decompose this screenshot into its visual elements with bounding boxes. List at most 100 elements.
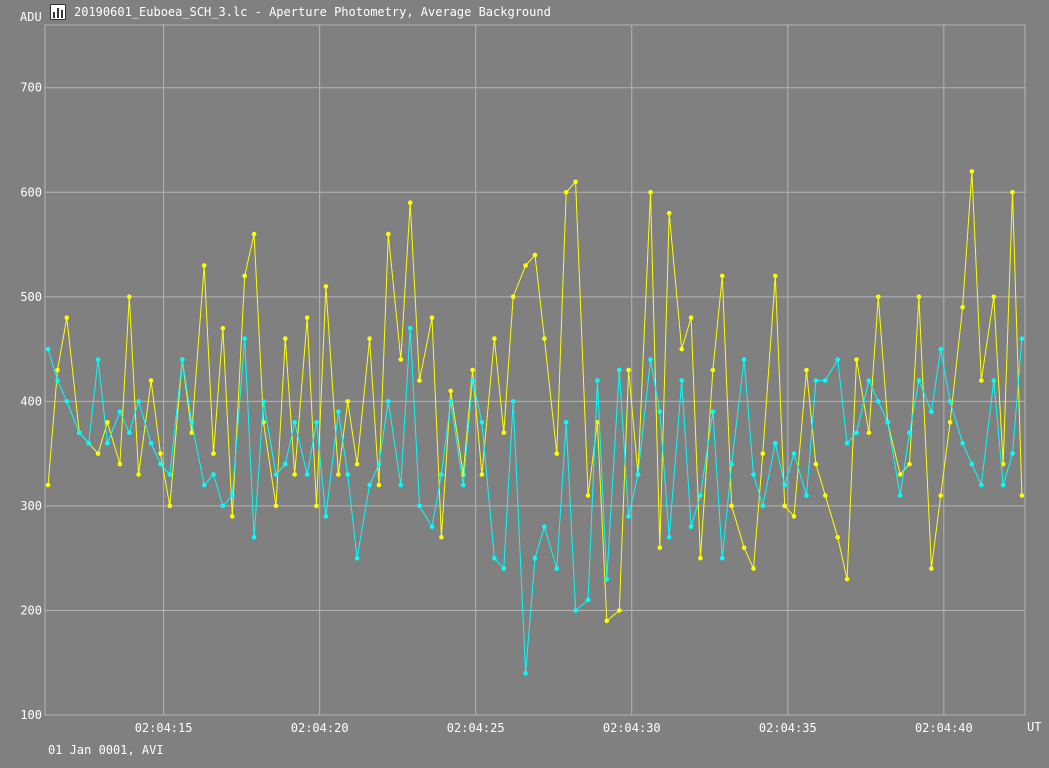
grid-lines bbox=[45, 25, 1025, 716]
data-point bbox=[741, 545, 747, 550]
data-point bbox=[429, 315, 435, 321]
data-point bbox=[876, 294, 881, 300]
data-point bbox=[595, 378, 600, 383]
data-point bbox=[501, 566, 507, 571]
data-point bbox=[211, 472, 216, 477]
data-point bbox=[729, 503, 734, 509]
data-point bbox=[791, 514, 797, 519]
data-point bbox=[429, 524, 435, 530]
data-point bbox=[688, 315, 694, 321]
data-point bbox=[261, 399, 266, 404]
data-point bbox=[1000, 482, 1006, 488]
x-tick-label: 02:04:25 bbox=[447, 721, 505, 735]
data-point bbox=[251, 535, 257, 540]
data-point bbox=[573, 608, 578, 613]
x-tick-label: 02:04:40 bbox=[915, 721, 973, 735]
data-point bbox=[304, 315, 310, 321]
lightcurve-app-icon bbox=[50, 4, 66, 20]
data-point bbox=[563, 190, 569, 195]
data-point bbox=[907, 430, 912, 436]
data-point bbox=[907, 461, 912, 467]
data-point bbox=[345, 399, 351, 404]
data-point bbox=[804, 367, 809, 373]
data-point bbox=[354, 461, 360, 467]
data-point bbox=[407, 325, 413, 331]
data-point bbox=[916, 294, 922, 300]
data-point bbox=[542, 336, 547, 341]
data-point bbox=[710, 409, 716, 415]
data-point bbox=[479, 420, 485, 425]
data-point bbox=[386, 231, 391, 237]
data-point bbox=[617, 608, 622, 613]
data-point bbox=[55, 367, 60, 373]
data-point bbox=[398, 357, 404, 362]
data-point bbox=[304, 472, 310, 477]
data-point bbox=[666, 210, 672, 216]
data-point bbox=[127, 430, 132, 436]
data-point bbox=[523, 670, 528, 676]
y-axis-label: ADU bbox=[20, 10, 42, 24]
data-point bbox=[823, 378, 828, 383]
data-point bbox=[1010, 190, 1015, 195]
window-title-bar: 20190601_Euboea_SCH_3.lc - Aperture Phot… bbox=[50, 3, 551, 21]
data-point bbox=[460, 482, 466, 488]
data-point bbox=[595, 420, 600, 425]
data-point bbox=[407, 200, 413, 205]
x-tick-label: 02:04:30 bbox=[603, 721, 661, 735]
data-point bbox=[45, 346, 51, 352]
data-point bbox=[386, 399, 391, 404]
data-point bbox=[866, 430, 872, 436]
data-point bbox=[657, 409, 663, 415]
data-point bbox=[897, 493, 903, 498]
data-point bbox=[960, 440, 965, 446]
data-point bbox=[823, 493, 828, 498]
data-point bbox=[969, 169, 975, 174]
data-point bbox=[273, 472, 279, 477]
data-point bbox=[167, 472, 173, 477]
data-point bbox=[470, 378, 475, 383]
data-point bbox=[167, 503, 173, 509]
data-point bbox=[648, 357, 653, 362]
data-point bbox=[479, 472, 485, 477]
data-point bbox=[947, 420, 953, 425]
data-point bbox=[604, 618, 610, 624]
data-point bbox=[211, 451, 216, 456]
data-point bbox=[929, 566, 934, 571]
data-point bbox=[55, 378, 60, 383]
data-point bbox=[720, 273, 725, 279]
window-title: 20190601_Euboea_SCH_3.lc - Aperture Phot… bbox=[74, 5, 551, 19]
data-point bbox=[242, 336, 247, 341]
data-point bbox=[336, 472, 341, 477]
data-point bbox=[95, 451, 101, 456]
data-point bbox=[585, 493, 591, 498]
data-point bbox=[148, 378, 154, 383]
data-point bbox=[635, 472, 641, 477]
data-point bbox=[773, 440, 778, 446]
data-point bbox=[698, 493, 703, 498]
data-point bbox=[158, 451, 163, 456]
data-point bbox=[323, 514, 329, 519]
data-point bbox=[563, 420, 569, 425]
data-point bbox=[230, 493, 235, 498]
data-point bbox=[554, 451, 560, 456]
data-point bbox=[760, 451, 766, 456]
data-point bbox=[542, 524, 547, 530]
series-line-2 bbox=[47, 328, 1023, 674]
data-point bbox=[773, 273, 778, 279]
data-point bbox=[979, 482, 984, 488]
data-point bbox=[751, 472, 756, 477]
y-tick-label: 100 bbox=[20, 708, 42, 722]
data-point bbox=[201, 482, 207, 488]
data-point bbox=[854, 430, 859, 436]
data-point bbox=[813, 461, 819, 467]
data-point bbox=[876, 399, 881, 404]
data-point bbox=[1019, 493, 1025, 498]
data-point bbox=[510, 399, 516, 404]
data-point bbox=[354, 555, 360, 561]
data-point bbox=[376, 461, 382, 467]
data-point bbox=[791, 451, 797, 456]
data-point bbox=[439, 472, 444, 477]
data-point bbox=[991, 378, 997, 383]
data-point bbox=[813, 378, 819, 383]
